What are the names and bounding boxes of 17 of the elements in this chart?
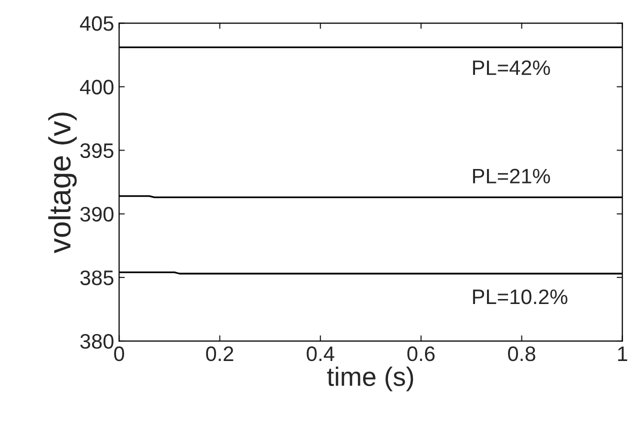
y-tick-label: 405 — [80, 16, 114, 31]
y-axis-title: voltage (v) — [48, 112, 77, 254]
annotation: PL=21% — [473, 168, 550, 184]
x-tick-label: 0.2 — [206, 346, 234, 362]
x-tick-label: 0.4 — [306, 346, 334, 362]
y-tick-label: 390 — [80, 206, 114, 222]
y-tick-label: 395 — [80, 143, 114, 158]
x-tick-label: 1 — [618, 346, 628, 361]
annotation: PL=42% — [473, 60, 550, 76]
y-tick-label: 380 — [80, 334, 114, 349]
y-tick-label: 400 — [80, 80, 114, 94]
x-axis-title: time (s) — [327, 366, 414, 392]
y-tick-label: 385 — [80, 270, 114, 286]
x-tick-label: 0.8 — [508, 346, 536, 362]
x-tick-label: 0 — [114, 346, 124, 362]
annotation: PL=10.2% — [473, 289, 568, 304]
x-tick-label: 0.6 — [407, 346, 435, 362]
